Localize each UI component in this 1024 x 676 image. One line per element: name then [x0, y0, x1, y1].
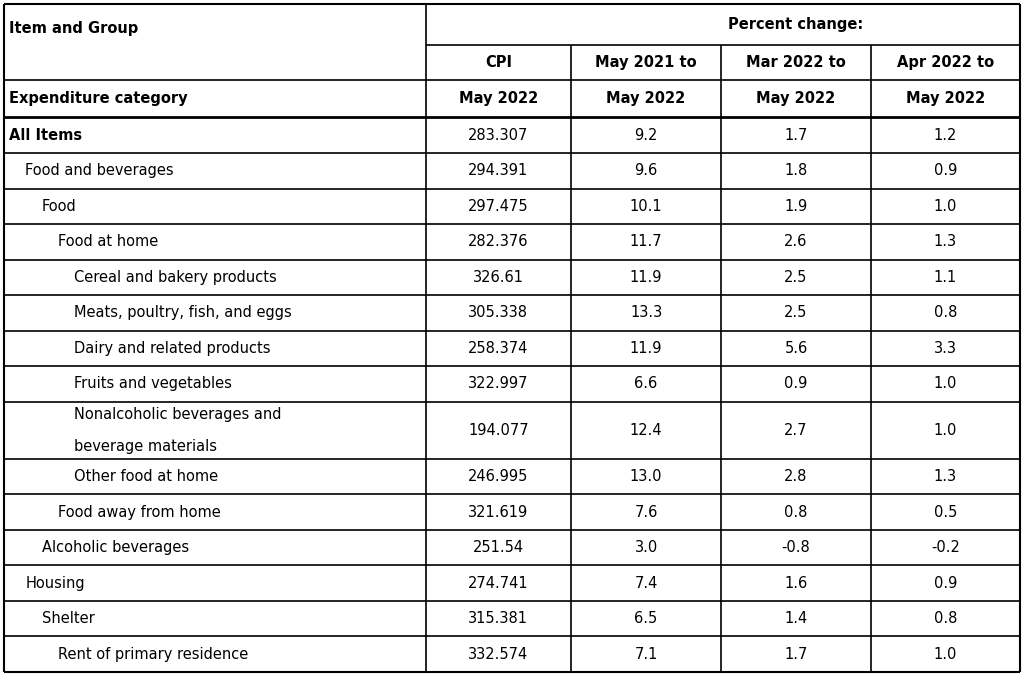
Text: 5.6: 5.6: [784, 341, 808, 356]
Text: 1.0: 1.0: [934, 199, 957, 214]
Text: 1.0: 1.0: [934, 422, 957, 438]
Text: 274.741: 274.741: [468, 576, 528, 591]
Text: May 2022: May 2022: [905, 91, 985, 106]
Text: 6.5: 6.5: [635, 611, 657, 626]
Text: 294.391: 294.391: [468, 163, 528, 178]
Text: 297.475: 297.475: [468, 199, 528, 214]
Text: Food at home: Food at home: [58, 235, 158, 249]
Text: 321.619: 321.619: [468, 505, 528, 520]
Text: 3.0: 3.0: [635, 540, 657, 555]
Text: 2.5: 2.5: [784, 306, 808, 320]
Text: May 2022: May 2022: [459, 91, 538, 106]
Text: 1.7: 1.7: [784, 128, 808, 143]
Text: 0.8: 0.8: [784, 505, 808, 520]
Text: Expenditure category: Expenditure category: [9, 91, 187, 106]
Text: 9.6: 9.6: [635, 163, 657, 178]
Text: 0.5: 0.5: [934, 505, 957, 520]
Text: May 2022: May 2022: [757, 91, 836, 106]
Text: 322.997: 322.997: [468, 377, 528, 391]
Text: beverage materials: beverage materials: [74, 439, 217, 454]
Text: Meats, poultry, fish, and eggs: Meats, poultry, fish, and eggs: [74, 306, 292, 320]
Text: 1.9: 1.9: [784, 199, 808, 214]
Text: Cereal and bakery products: Cereal and bakery products: [74, 270, 276, 285]
Text: -0.2: -0.2: [931, 540, 959, 555]
Text: 1.6: 1.6: [784, 576, 808, 591]
Text: 11.9: 11.9: [630, 270, 663, 285]
Text: Fruits and vegetables: Fruits and vegetables: [74, 377, 232, 391]
Text: 0.9: 0.9: [784, 377, 808, 391]
Text: Shelter: Shelter: [42, 611, 94, 626]
Text: 3.3: 3.3: [934, 341, 956, 356]
Text: 305.338: 305.338: [468, 306, 528, 320]
Text: 1.7: 1.7: [784, 647, 808, 662]
Text: 282.376: 282.376: [468, 235, 528, 249]
Text: 0.9: 0.9: [934, 576, 957, 591]
Text: 258.374: 258.374: [468, 341, 528, 356]
Text: 2.7: 2.7: [784, 422, 808, 438]
Text: 0.8: 0.8: [934, 306, 957, 320]
Text: Apr 2022 to: Apr 2022 to: [897, 55, 994, 70]
Text: -0.8: -0.8: [781, 540, 810, 555]
Text: 1.3: 1.3: [934, 469, 956, 484]
Text: All Items: All Items: [9, 128, 82, 143]
Text: 0.8: 0.8: [934, 611, 957, 626]
Text: 10.1: 10.1: [630, 199, 663, 214]
Text: CPI: CPI: [484, 55, 512, 70]
Text: 7.4: 7.4: [635, 576, 657, 591]
Text: 12.4: 12.4: [630, 422, 663, 438]
Text: 13.0: 13.0: [630, 469, 663, 484]
Text: 1.4: 1.4: [784, 611, 808, 626]
Text: 246.995: 246.995: [468, 469, 528, 484]
Text: Other food at home: Other food at home: [74, 469, 218, 484]
Text: Nonalcoholic beverages and: Nonalcoholic beverages and: [74, 407, 282, 422]
Text: Mar 2022 to: Mar 2022 to: [746, 55, 846, 70]
Text: Alcoholic beverages: Alcoholic beverages: [42, 540, 188, 555]
Text: 1.0: 1.0: [934, 377, 957, 391]
Text: 2.5: 2.5: [784, 270, 808, 285]
Text: May 2021 to: May 2021 to: [595, 55, 697, 70]
Text: Dairy and related products: Dairy and related products: [74, 341, 270, 356]
Text: Food and beverages: Food and beverages: [26, 163, 174, 178]
Text: Percent change:: Percent change:: [728, 17, 863, 32]
Text: Rent of primary residence: Rent of primary residence: [58, 647, 248, 662]
Text: 1.1: 1.1: [934, 270, 957, 285]
Text: 1.2: 1.2: [934, 128, 957, 143]
Text: 326.61: 326.61: [473, 270, 524, 285]
Text: 1.0: 1.0: [934, 647, 957, 662]
Text: 11.7: 11.7: [630, 235, 663, 249]
Text: 7.1: 7.1: [635, 647, 657, 662]
Text: 9.2: 9.2: [635, 128, 657, 143]
Text: 251.54: 251.54: [473, 540, 524, 555]
Text: 315.381: 315.381: [468, 611, 528, 626]
Text: 194.077: 194.077: [468, 422, 528, 438]
Text: 1.3: 1.3: [934, 235, 956, 249]
Text: 283.307: 283.307: [468, 128, 528, 143]
Text: Item and Group: Item and Group: [9, 20, 138, 36]
Text: 2.6: 2.6: [784, 235, 808, 249]
Text: Food away from home: Food away from home: [58, 505, 220, 520]
Text: 2.8: 2.8: [784, 469, 808, 484]
Text: 13.3: 13.3: [630, 306, 663, 320]
Text: 0.9: 0.9: [934, 163, 957, 178]
Text: Food: Food: [42, 199, 77, 214]
Text: 7.6: 7.6: [635, 505, 657, 520]
Text: May 2022: May 2022: [606, 91, 686, 106]
Text: 1.8: 1.8: [784, 163, 808, 178]
Text: 332.574: 332.574: [468, 647, 528, 662]
Text: 11.9: 11.9: [630, 341, 663, 356]
Text: 6.6: 6.6: [635, 377, 657, 391]
Text: Housing: Housing: [26, 576, 85, 591]
